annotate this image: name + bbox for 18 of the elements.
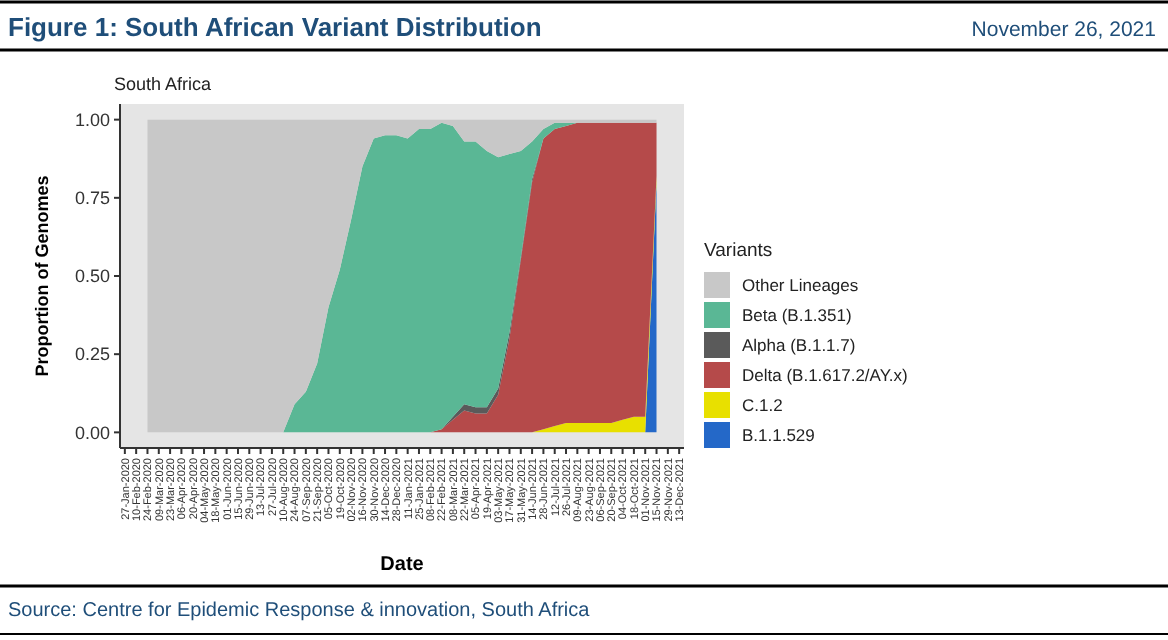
y-axis-title: Proportion of Genomes bbox=[32, 175, 52, 377]
legend-label: Delta (B.1.617.2/AY.x) bbox=[742, 364, 909, 385]
legend-label: Alpha (B.1.1.7) bbox=[742, 334, 856, 355]
chart-title: Figure 1: South African Variant Distribution bbox=[8, 12, 542, 42]
text: November 26, 2021 bbox=[971, 18, 1157, 42]
y-tick-label: 0.25 bbox=[74, 344, 110, 365]
y-tick-label: 0.00 bbox=[74, 422, 110, 443]
y-tick-label: 0.50 bbox=[74, 266, 110, 287]
legend-label: C.1.2 bbox=[742, 394, 784, 415]
chart-subtitle: South Africa bbox=[114, 74, 212, 94]
y-tick-label: 0.75 bbox=[74, 188, 110, 209]
legend-label: Other Lineages bbox=[742, 274, 859, 295]
legend-label: Beta (B.1.351) bbox=[742, 304, 852, 325]
x-axis-title: Date bbox=[380, 554, 425, 576]
legend-label: B.1.1.529 bbox=[742, 424, 816, 445]
source-note: Source: Centre for Epidemic Response & innovation, South Africa bbox=[8, 600, 591, 622]
y-tick-label: 1.00 bbox=[74, 109, 110, 130]
legend-title: Variants bbox=[704, 240, 773, 262]
